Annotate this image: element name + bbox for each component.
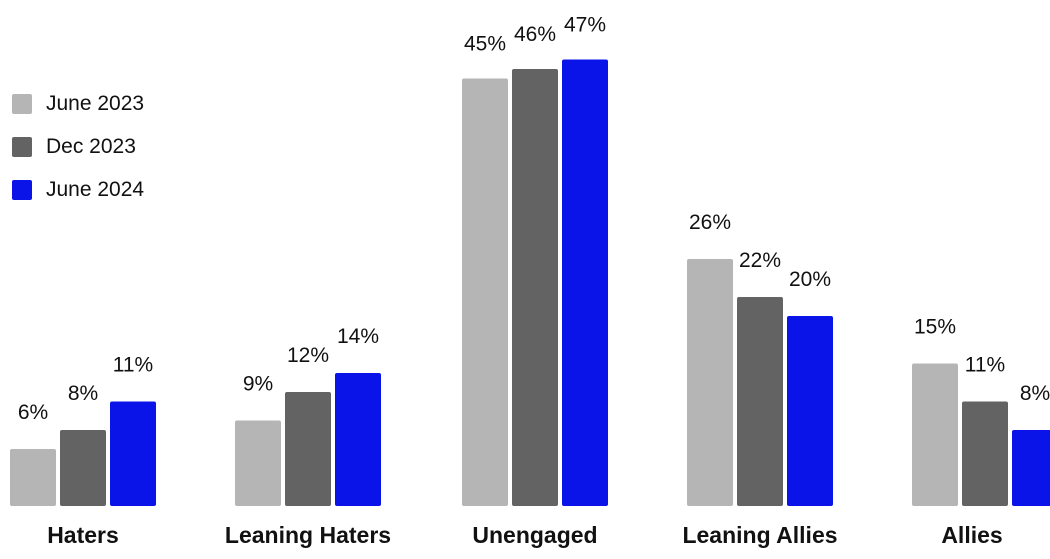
bar-group-haters: 6% 8% 11% Haters	[10, 354, 156, 548]
data-label-leaning-haters-dec-2023: 12%	[287, 344, 329, 367]
data-label-haters-june-2024: 11%	[113, 354, 153, 377]
bar-leaning-haters-june-2024	[335, 373, 381, 506]
data-label-leaning-allies-june-2023: 26%	[689, 211, 731, 234]
data-label-allies-june-2024: 8%	[1020, 382, 1050, 405]
bar-leaning-allies-dec-2023	[737, 297, 783, 506]
bar-group-leaning-haters: 9% 12% 14% Leaning Haters	[225, 325, 391, 548]
data-label-allies-june-2023: 15%	[914, 316, 956, 339]
data-label-haters-june-2023: 6%	[18, 401, 48, 424]
legend-label-dec-2023: Dec 2023	[46, 134, 136, 158]
legend-label-june-2023: June 2023	[46, 91, 145, 115]
bar-leaning-allies-june-2024	[787, 316, 833, 506]
bar-unengaged-june-2023	[462, 78, 508, 506]
bar-leaning-haters-dec-2023	[285, 392, 331, 506]
category-label-unengaged: Unengaged	[472, 522, 597, 548]
bar-allies-june-2023	[912, 363, 958, 506]
data-label-unengaged-june-2024: 47%	[564, 14, 606, 37]
category-label-leaning-allies: Leaning Allies	[682, 522, 837, 548]
bar-leaning-haters-june-2023	[235, 420, 281, 506]
data-label-leaning-haters-june-2024: 14%	[337, 325, 379, 348]
bar-group-unengaged: 45% 46% 47% Unengaged	[462, 14, 608, 548]
data-label-leaning-haters-june-2023: 9%	[243, 373, 273, 396]
bar-allies-june-2024	[1012, 430, 1050, 506]
legend-item-june-2023: June 2023	[12, 82, 144, 125]
bar-haters-dec-2023	[60, 430, 106, 506]
bar-allies-dec-2023	[962, 401, 1008, 506]
data-label-unengaged-dec-2023: 46%	[514, 23, 556, 46]
legend: June 2023 Dec 2023 June 2024	[12, 82, 144, 211]
bar-group-leaning-allies: 26% 22% 20% Leaning Allies	[682, 211, 837, 548]
bar-unengaged-june-2024	[562, 59, 608, 506]
category-label-allies: Allies	[941, 522, 1002, 548]
legend-swatch-dec-2023	[12, 136, 32, 157]
bar-group-allies: 15% 11% 8% Allies	[912, 316, 1050, 548]
bar-haters-june-2023	[10, 449, 56, 506]
legend-label-june-2024: June 2024	[46, 177, 145, 201]
legend-swatch-june-2024	[12, 179, 32, 200]
category-label-haters: Haters	[47, 522, 119, 548]
data-label-haters-dec-2023: 8%	[68, 382, 98, 405]
legend-item-dec-2023: Dec 2023	[12, 125, 144, 168]
bar-haters-june-2024	[110, 401, 156, 506]
data-label-leaning-allies-dec-2023: 22%	[739, 249, 781, 272]
category-label-leaning-haters: Leaning Haters	[225, 522, 391, 548]
data-label-unengaged-june-2023: 45%	[464, 33, 506, 56]
data-label-leaning-allies-june-2024: 20%	[789, 268, 831, 291]
bar-leaning-allies-june-2023	[687, 259, 733, 506]
data-label-allies-dec-2023: 11%	[965, 354, 1005, 377]
bar-unengaged-dec-2023	[512, 69, 558, 506]
legend-item-june-2024: June 2024	[12, 168, 144, 211]
legend-swatch-june-2023	[12, 93, 32, 114]
